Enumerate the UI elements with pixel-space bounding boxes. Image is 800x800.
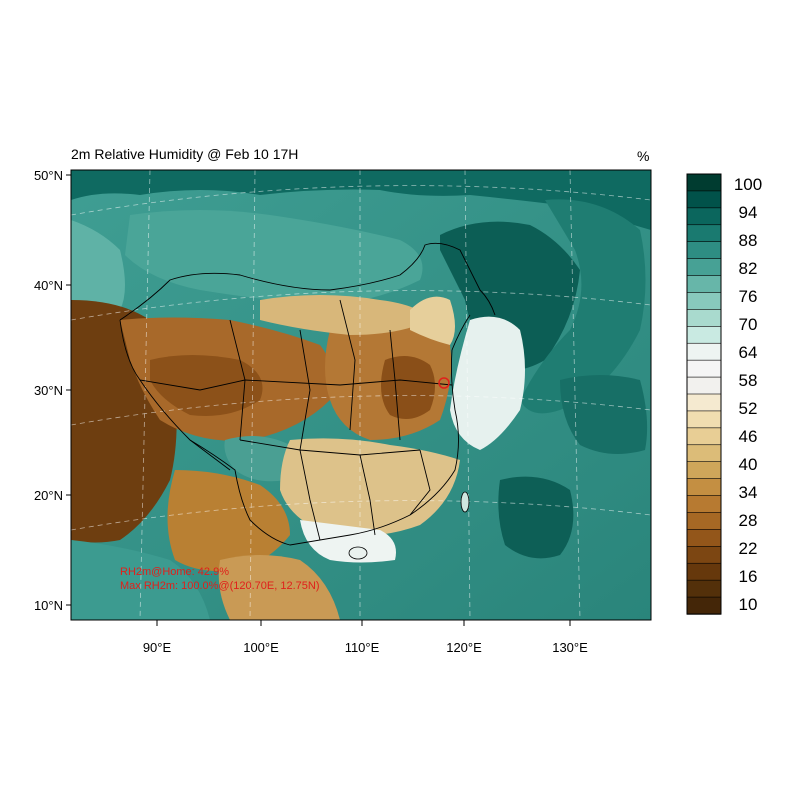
south-china-sea-dark [498,476,574,559]
colorbar-swatch [686,562,722,581]
colorbar-swatch [686,258,722,277]
lat-tick-label: 50°N [34,168,63,183]
mongolia-region [125,210,423,305]
map-panel: RH2m@Home: 42.9% Max RH2m: 100.0%@(120.7… [71,170,651,620]
colorbar-label: 70 [739,315,758,334]
colorbar-swatch [686,461,722,480]
colorbar-labels: 100 94 88 82 76 70 64 58 52 46 40 34 28 22 16 10 [734,175,762,614]
colorbar-swatch [686,410,722,429]
colorbar-swatch [686,596,722,615]
colorbar-swatch [686,190,722,209]
colorbar-swatch [686,495,722,514]
map-title: 2m Relative Humidity @ Feb 10 17H [71,146,298,162]
colorbar-swatch [686,546,722,564]
colorbar-label: 40 [739,455,758,474]
units-label: % [637,148,649,164]
lat-tick-label: 30°N [34,383,63,398]
colorbar-label: 52 [739,399,758,418]
southwest-region [167,470,290,572]
colorbar-label: 58 [739,371,758,390]
colorbar-label: 34 [739,483,758,502]
colorbar-swatch [686,393,722,412]
colorbar-label: 22 [739,539,758,558]
max-humidity-annotation: Max RH2m: 100.0%@(120.70E, 12.75N) [120,580,319,592]
colorbar-swatch [686,241,722,260]
colorbar-label: 100 [734,175,762,194]
colorbar-frame [686,173,722,615]
indochina-region [218,555,340,620]
lon-tick-label: 100°E [243,640,279,655]
lon-tick-label: 110°E [345,640,380,655]
northeast-humid-region [440,221,580,370]
colorbar-swatch [686,579,722,598]
east-china-sea-light [450,316,525,450]
tibet-core [150,355,263,416]
boundaries [119,242,496,546]
bay-of-bengal-region [71,540,210,620]
colorbar-swatch [686,275,722,294]
colorbar-swatch [686,326,722,344]
colorbar-label: 64 [739,343,758,362]
colorbar-swatch [686,444,722,463]
colorbar-label: 10 [739,595,758,614]
colorbar-swatch [686,478,722,497]
south-coast-light [300,520,396,563]
colorbar-label: 94 [739,203,758,222]
colorbar-swatch [686,512,722,531]
colorbar-swatch [686,224,722,243]
lat-tick-label: 40°N [34,278,63,293]
lat-tick-label: 20°N [34,488,63,503]
lon-tick-label: 120°E [446,640,482,655]
longitude-axis: 90°E 100°E 110°E 120°E 130°E [143,620,588,655]
colorbar-swatch [686,376,722,395]
northeast-tan [410,296,455,345]
sichuan-humid-region [224,436,294,482]
home-location-marker [438,377,450,389]
lat-tick-label: 10°N [34,598,63,613]
map-frame [70,169,652,621]
colorbar-swatch [686,342,722,361]
colorbar-swatch [686,173,722,192]
colorbar [686,173,722,615]
colorbar-swatch [686,292,722,311]
home-humidity-annotation: RH2m@Home: 42.9% [120,566,229,578]
colorbar-swatch [686,309,722,328]
colorbar-swatch [686,207,722,226]
latitude-axis: 50°N 40°N 30°N 20°N 10°N [34,168,71,613]
pacific-dark [560,375,648,454]
inner-mongolia-tan [260,295,430,335]
colorbar-label: 88 [739,231,758,250]
colorbar-swatch [686,359,722,378]
colorbar-swatch [686,529,722,548]
japan-sea-region [520,199,646,414]
lon-tick-label: 130°E [552,640,588,655]
north-china-core [381,356,435,419]
northern-humid-region [71,170,651,230]
colorbar-label: 82 [739,259,758,278]
colorbar-label: 16 [739,567,758,586]
colorbar-swatch [686,427,722,446]
central-asia-region [71,220,125,310]
colorbar-label: 46 [739,427,758,446]
graticule [71,170,651,620]
hainan-island [348,546,368,560]
taiwan-island [460,491,470,513]
colorbar-label: 28 [739,511,758,530]
colorbar-label: 76 [739,287,758,306]
lon-tick-label: 90°E [143,640,172,655]
